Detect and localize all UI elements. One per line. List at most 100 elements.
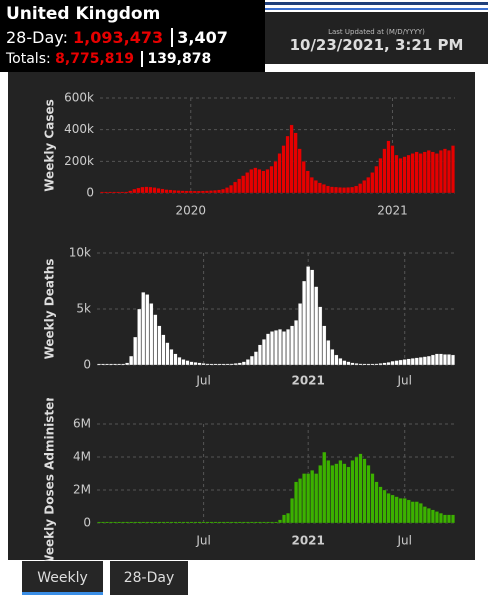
bar <box>241 175 246 194</box>
total-cases: 8,775,819 <box>55 51 134 67</box>
bar <box>149 521 154 524</box>
bar <box>257 521 262 524</box>
bar <box>196 190 201 194</box>
bar <box>257 344 262 366</box>
bar <box>301 161 306 194</box>
bar <box>298 303 303 366</box>
bar <box>208 190 213 194</box>
bar <box>193 521 198 524</box>
bar <box>197 521 202 524</box>
bar <box>410 501 415 524</box>
bar <box>185 521 190 524</box>
bar <box>370 473 375 524</box>
bar <box>342 463 347 524</box>
bar <box>418 153 423 194</box>
bar <box>132 188 137 194</box>
bar <box>354 185 359 194</box>
bar <box>269 165 274 194</box>
bar <box>265 169 270 194</box>
bar <box>442 514 447 524</box>
bar <box>149 303 154 366</box>
bar <box>157 521 162 524</box>
bar <box>434 511 439 524</box>
bar <box>358 183 363 194</box>
bar <box>169 521 174 524</box>
bar <box>342 360 347 366</box>
bar <box>346 361 351 366</box>
bar <box>233 363 238 366</box>
tab[interactable]: Weekly <box>22 561 103 595</box>
bar <box>217 189 221 194</box>
bar <box>426 507 431 524</box>
bar <box>133 336 138 366</box>
bar <box>145 521 150 524</box>
bar <box>144 186 149 194</box>
bar <box>205 521 210 524</box>
bar <box>398 498 403 524</box>
bar <box>290 325 295 366</box>
bar <box>310 470 315 524</box>
top-rule <box>265 2 488 5</box>
bar <box>326 340 331 366</box>
bar <box>426 150 431 194</box>
y-tick-label: 400k <box>64 122 94 136</box>
bar <box>306 266 311 366</box>
bar <box>133 521 138 524</box>
bar <box>225 187 230 194</box>
totals-line: Totals: 8,775,819 139,878 <box>6 51 212 67</box>
bar <box>213 189 217 194</box>
bar <box>350 186 355 194</box>
y-tick-label: 10k <box>69 246 91 260</box>
bar <box>370 363 375 366</box>
bar <box>418 357 423 366</box>
bar <box>184 190 189 194</box>
tab[interactable]: 28-Day <box>110 561 188 595</box>
x-tick-label: Jul <box>396 374 411 388</box>
bar <box>281 145 286 194</box>
bar <box>249 169 254 194</box>
bar <box>121 521 126 524</box>
bar <box>120 191 125 194</box>
bar <box>213 521 218 524</box>
bar <box>298 478 303 524</box>
bar <box>447 354 451 366</box>
bar <box>278 329 282 366</box>
bar <box>282 514 287 524</box>
bar <box>125 362 130 366</box>
bar <box>321 184 326 194</box>
bar <box>282 331 287 366</box>
bar <box>261 521 266 524</box>
bar <box>233 181 238 194</box>
bar <box>378 486 383 524</box>
bar <box>104 191 109 194</box>
bar <box>105 363 110 366</box>
bar <box>270 331 274 366</box>
bar <box>145 294 150 366</box>
totals-label: Totals: <box>6 51 51 67</box>
bar <box>318 465 323 524</box>
bar <box>225 521 230 524</box>
bar <box>446 150 451 194</box>
bar <box>402 359 407 366</box>
bar <box>334 354 339 366</box>
y-tick-label: 200k <box>64 154 94 168</box>
bar <box>350 460 355 524</box>
bar <box>274 330 278 366</box>
x-tick-label: 2021 <box>377 204 408 218</box>
bar <box>410 358 415 366</box>
bar <box>109 363 114 366</box>
bar <box>168 189 173 194</box>
bar <box>213 363 218 366</box>
bar <box>233 521 238 524</box>
bar <box>430 151 435 194</box>
bar <box>97 363 101 366</box>
bar <box>451 145 455 194</box>
bar <box>390 494 395 524</box>
bar <box>225 363 230 366</box>
bar <box>366 465 371 524</box>
bar <box>249 521 254 524</box>
bar <box>297 148 302 194</box>
bar <box>346 187 351 194</box>
